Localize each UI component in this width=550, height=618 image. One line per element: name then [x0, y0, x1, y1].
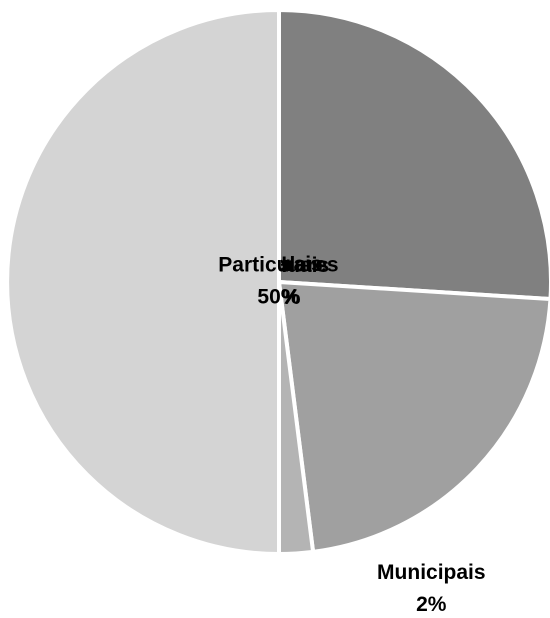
slice-label: Municipais: [377, 561, 486, 584]
pie-slice: [277, 8, 550, 302]
pie-slice: [277, 280, 550, 554]
slice-value-label: 50%: [257, 286, 299, 309]
slice-label: Particulares: [218, 254, 338, 277]
pie-slice: [5, 8, 281, 556]
slice-value-label: 2%: [416, 593, 447, 616]
